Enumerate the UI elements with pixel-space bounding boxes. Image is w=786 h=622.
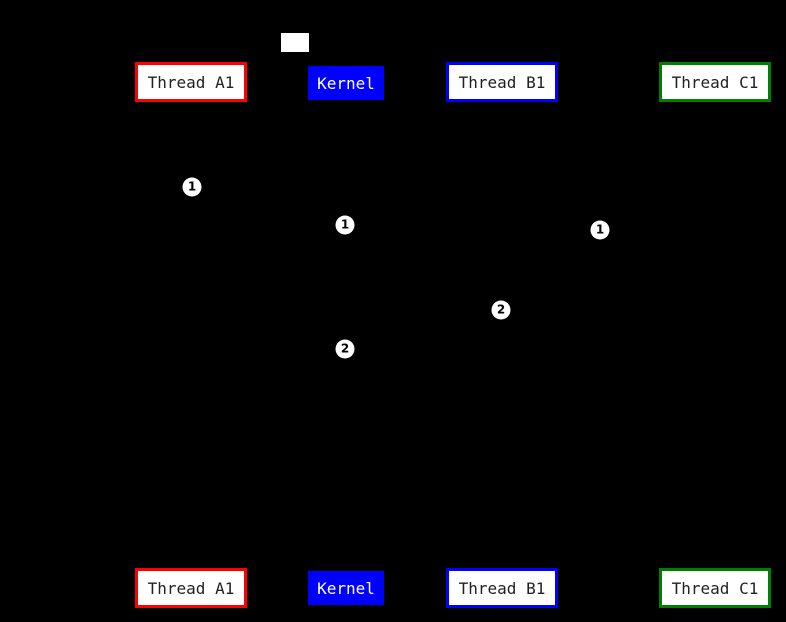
actor-box-thread-a1-top: Thread A1	[135, 62, 247, 102]
actor-label: Thread A1	[147, 72, 235, 92]
actor-label: Thread A1	[147, 578, 235, 598]
message-number-marker: 2	[335, 339, 355, 359]
actor-box-thread-b1-bottom: Thread B1	[446, 568, 558, 608]
actor-box-thread-c1-bottom: Thread C1	[659, 568, 771, 608]
actor-label: Kernel	[317, 73, 375, 93]
message-number-marker: 1	[590, 220, 610, 240]
message-label-box	[281, 33, 309, 52]
actor-label: Thread B1	[458, 72, 546, 92]
message-number-marker: 1	[335, 215, 355, 235]
actor-box-thread-b1-top: Thread B1	[446, 62, 558, 102]
message-number-marker: 1	[182, 177, 202, 197]
actor-label: Kernel	[317, 578, 375, 598]
actor-box-thread-a1-bottom: Thread A1	[135, 568, 247, 608]
actor-box-kernel-bottom: Kernel	[308, 571, 384, 605]
actor-box-kernel-top: Kernel	[308, 66, 384, 100]
message-number-marker: 2	[491, 300, 511, 320]
actor-label: Thread C1	[671, 578, 759, 598]
actor-label: Thread B1	[458, 578, 546, 598]
actor-box-thread-c1-top: Thread C1	[659, 62, 771, 102]
actor-label: Thread C1	[671, 72, 759, 92]
